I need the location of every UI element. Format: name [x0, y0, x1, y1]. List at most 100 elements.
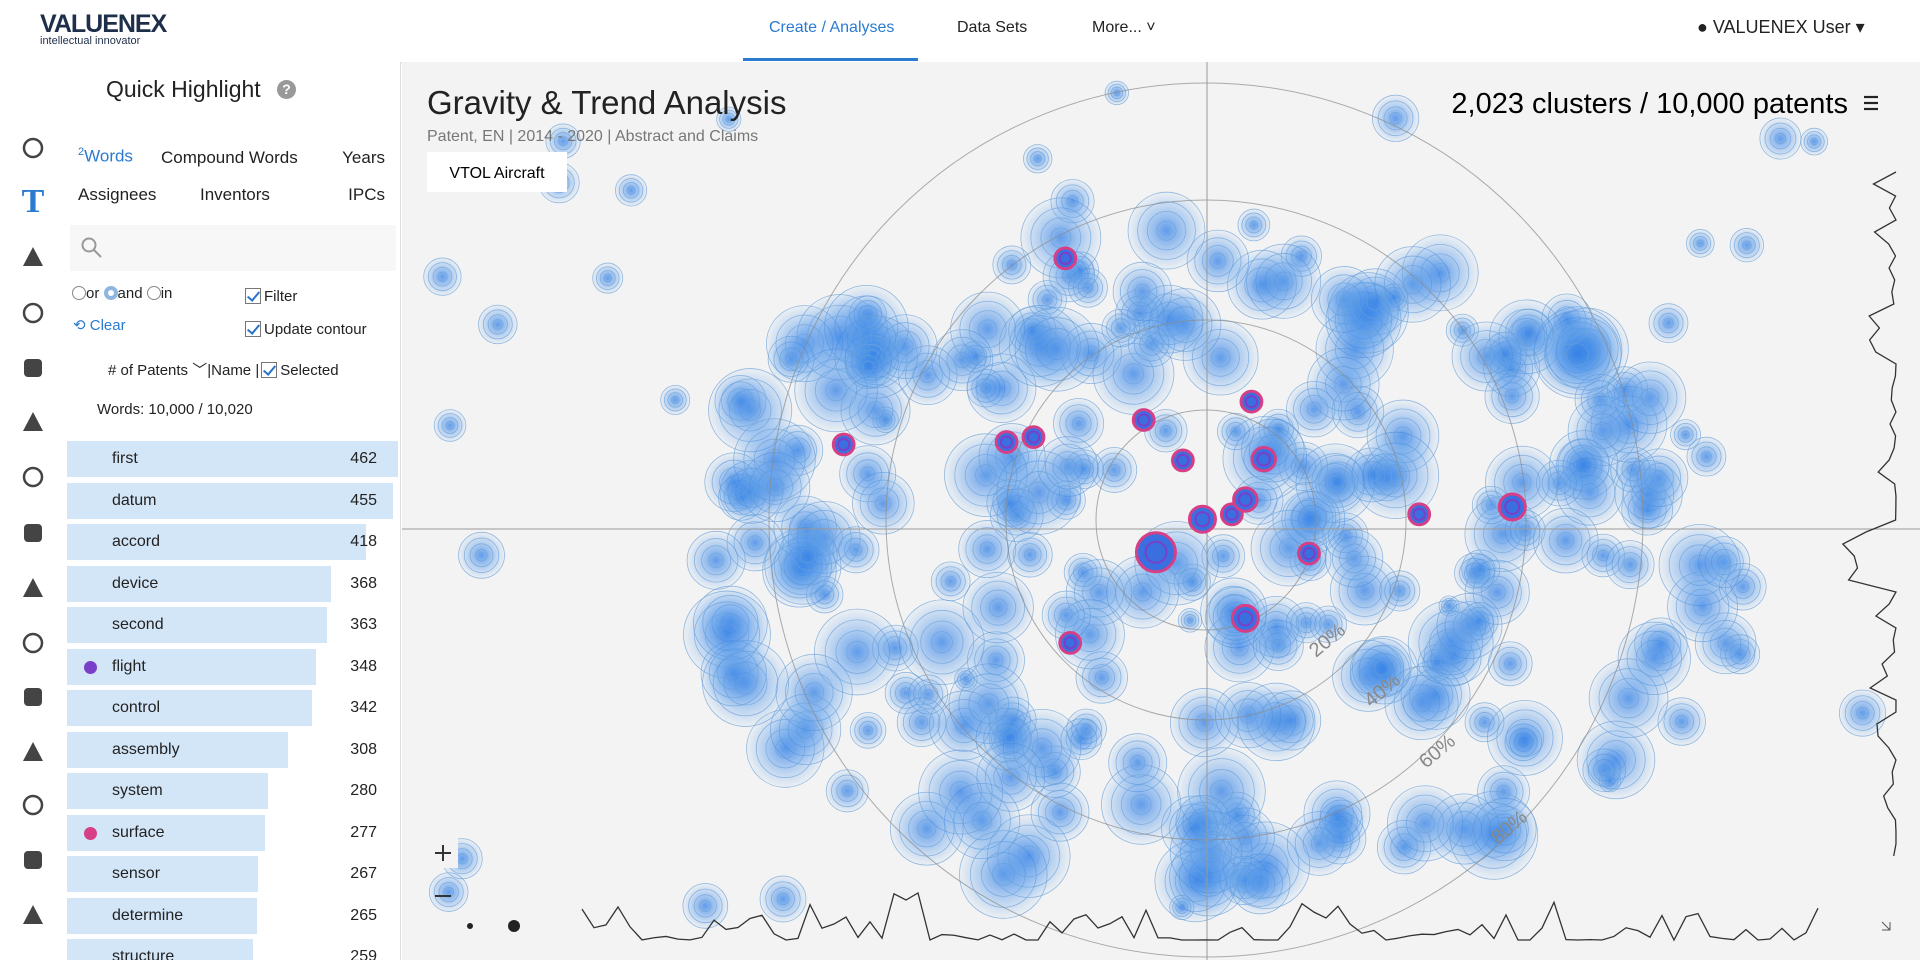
- contour: [1213, 791, 1261, 839]
- contour: [1122, 363, 1144, 385]
- cluster-fill: [760, 876, 806, 922]
- separator: |: [207, 362, 212, 379]
- highlight-core: [1225, 507, 1239, 521]
- tab[interactable]: Compound Words: [161, 148, 298, 167]
- contour: [1696, 446, 1717, 467]
- search-box[interactable]: [70, 225, 396, 271]
- contour: [1449, 790, 1539, 880]
- word-row[interactable]: accord 418: [67, 524, 398, 560]
- checkbox[interactable]: [245, 321, 261, 337]
- highlight-core: [1412, 507, 1426, 521]
- tab[interactable]: Inventors: [200, 185, 270, 204]
- contour: [701, 545, 732, 576]
- contour: [1856, 706, 1869, 720]
- cluster-fill: [1178, 608, 1202, 633]
- nav-item[interactable]: Create / Analyses: [769, 19, 895, 36]
- contour: [1355, 581, 1374, 600]
- nav-item[interactable]: More... ˅: [1092, 19, 1156, 36]
- nav-item[interactable]: Data Sets: [957, 19, 1028, 36]
- radio[interactable]: [146, 286, 161, 300]
- contour: [1803, 131, 1825, 153]
- filter-option[interactable]: Filter: [245, 288, 297, 305]
- zoom-in[interactable]: [428, 838, 458, 868]
- contour: [1607, 372, 1643, 408]
- word-row[interactable]: structure 259: [67, 939, 398, 960]
- word-label: assembly: [112, 740, 180, 758]
- checkbox[interactable]: [245, 288, 261, 304]
- clear-button[interactable]: ⟲ Clear: [73, 317, 126, 334]
- sidebar: T Quick Highlight ? 2Words Compound Word…: [0, 62, 401, 960]
- contour: [1004, 731, 1017, 744]
- menu-icon[interactable]: [1864, 95, 1878, 111]
- contour: [819, 589, 830, 600]
- contour: [971, 352, 980, 362]
- user-menu[interactable]: ● VALUENEX User ▾: [1697, 17, 1865, 37]
- tab[interactable]: 2Words: [78, 146, 133, 167]
- contour: [1055, 184, 1090, 218]
- sort-option[interactable]: # of Patents: [108, 362, 189, 379]
- cluster-fill: [1053, 398, 1104, 449]
- contour: [1453, 321, 1471, 339]
- contour-option[interactable]: Update contour: [245, 321, 367, 338]
- contour: [726, 474, 742, 490]
- checkbox[interactable]: [261, 362, 278, 378]
- icon: [24, 688, 42, 706]
- word-row[interactable]: second 363: [67, 607, 398, 643]
- contour: [1647, 630, 1675, 658]
- help-icon[interactable]: ?: [277, 80, 296, 99]
- word-row[interactable]: determine 265: [67, 897, 398, 934]
- sort-option[interactable]: Name: [211, 362, 252, 379]
- ring: [885, 199, 1527, 841]
- contour: [992, 379, 1011, 398]
- contour: [711, 459, 757, 505]
- word-row[interactable]: flight 348: [67, 648, 398, 685]
- map-subtitle: Patent, EN | 2014 - 2020 | Abstract and …: [427, 128, 758, 145]
- contour: [699, 899, 712, 912]
- word-count: 259: [350, 948, 377, 960]
- word-row[interactable]: system 280: [67, 773, 398, 809]
- word-row[interactable]: surface 277: [67, 814, 398, 851]
- point-size-small[interactable]: [467, 923, 473, 929]
- cluster-fill: [683, 591, 771, 679]
- word-label: accord: [112, 533, 161, 550]
- contour: [1401, 234, 1479, 312]
- label: Update contour: [264, 321, 367, 338]
- word-row[interactable]: device 368: [67, 565, 398, 602]
- contour: [1689, 232, 1712, 255]
- cluster-fill: [778, 526, 838, 585]
- cluster-fill: [592, 263, 623, 294]
- contour: [1338, 392, 1378, 432]
- contour: [1653, 637, 1668, 652]
- contour: [1380, 283, 1408, 312]
- radio[interactable]: [103, 286, 118, 300]
- contour: [1810, 137, 1818, 146]
- contour: [765, 728, 806, 769]
- word-row[interactable]: sensor 267: [67, 856, 398, 892]
- count-bar: [67, 690, 313, 726]
- tagline: intellectual innovator: [40, 35, 141, 47]
- logo[interactable]: VALUENEX: [40, 10, 167, 38]
- tab[interactable]: Assignees: [78, 185, 157, 204]
- radio[interactable]: [72, 286, 86, 300]
- word-row[interactable]: datum 455: [67, 482, 398, 519]
- contour: [1499, 347, 1512, 359]
- contour: [1474, 616, 1485, 627]
- tag-box[interactable]: [427, 152, 567, 192]
- expand-icon[interactable]: [1881, 921, 1891, 931]
- sort-option[interactable]: Selected: [280, 362, 339, 379]
- contour: [1231, 808, 1244, 822]
- word-count: 308: [350, 740, 377, 758]
- word-row[interactable]: first 462: [67, 441, 398, 477]
- highlight-ring: [1187, 504, 1217, 534]
- point-size-large[interactable]: [508, 920, 520, 932]
- word-row[interactable]: control 342: [67, 690, 398, 726]
- contour: [1566, 447, 1602, 483]
- word-row[interactable]: assembly 308: [67, 731, 398, 768]
- tab[interactable]: Years: [342, 148, 385, 167]
- contour: [860, 466, 876, 482]
- contour: [1469, 611, 1490, 631]
- contour: [1195, 713, 1214, 732]
- contour: [1311, 788, 1363, 840]
- tab[interactable]: IPCs: [348, 185, 385, 204]
- contour: [1075, 265, 1086, 276]
